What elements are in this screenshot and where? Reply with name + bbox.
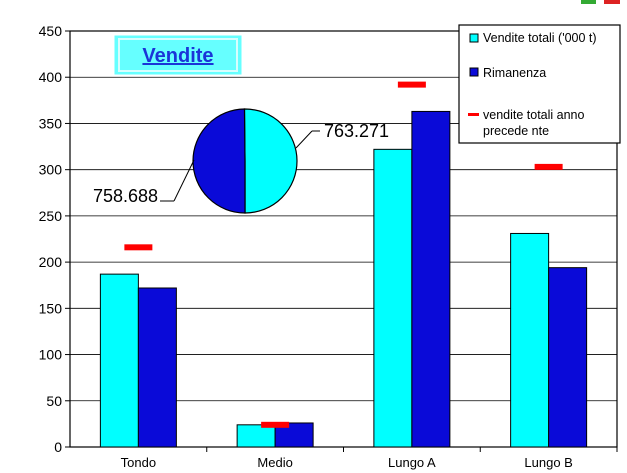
bars xyxy=(99,110,588,448)
bar-tondo-series-1 xyxy=(99,273,139,448)
marker-medio xyxy=(261,421,290,428)
pie-label-cyan: 763.271 xyxy=(324,121,389,141)
legend: Vendite totali ('000 t) Rimanenza vendit… xyxy=(458,24,621,144)
pie-slice-1 xyxy=(243,108,298,214)
pie-leader-right xyxy=(295,130,313,149)
pie-leader-left xyxy=(173,159,195,202)
y-tick-label-150: 150 xyxy=(39,300,63,316)
pie-chart xyxy=(192,108,298,214)
legend-label-prev-year-1: vendite totali anno xyxy=(483,108,585,122)
chart-title-box: Vendite xyxy=(113,34,243,76)
marker-tondo xyxy=(124,244,153,251)
corner-swatch-red xyxy=(604,0,620,4)
y-tick-label-200: 200 xyxy=(39,254,63,270)
y-tick-label-400: 400 xyxy=(39,69,63,85)
x-tick-label-tondo: Tondo xyxy=(121,455,156,470)
corner-swatch-green xyxy=(581,0,596,4)
bar-lungo-a-series-2 xyxy=(411,110,451,448)
x-tick-label-medio: Medio xyxy=(257,455,292,470)
y-tick-label-0: 0 xyxy=(54,439,62,455)
x-axis: Tondo Medio Lungo A Lungo B xyxy=(121,447,618,470)
legend-label-rimanenza: Rimanenza xyxy=(483,66,546,80)
legend-swatch-prev-year xyxy=(468,113,479,116)
bar-lungo-b-series-1 xyxy=(510,232,550,448)
x-tick-label-lungo-a: Lungo A xyxy=(388,455,436,470)
legend-box xyxy=(458,24,621,144)
marker-lungo-a xyxy=(397,81,426,88)
y-tick-label-250: 250 xyxy=(39,208,63,224)
bar-medio-series-1 xyxy=(236,424,276,448)
bar-lungo-b-series-2 xyxy=(548,267,588,448)
y-tick-label-100: 100 xyxy=(39,347,63,363)
y-tick-label-300: 300 xyxy=(39,162,63,178)
y-axis: 0 50 100 150 200 250 300 350 400 450 xyxy=(39,23,70,455)
y-tick-label-450: 450 xyxy=(39,23,63,39)
x-tick-label-lungo-b: Lungo B xyxy=(524,455,572,470)
legend-label-total: Vendite totali ('000 t) xyxy=(483,31,597,45)
y-tick-label-350: 350 xyxy=(39,115,63,131)
pie-label-blue: 758.688 xyxy=(93,186,158,206)
legend-swatch-rimanenza xyxy=(469,67,479,77)
bar-tondo-series-2 xyxy=(137,287,177,448)
y-tick-label-50: 50 xyxy=(46,393,62,409)
chart-title: Vendite xyxy=(142,45,213,67)
legend-swatch-total xyxy=(469,33,479,43)
prev-year-markers xyxy=(124,81,563,428)
legend-label-prev-year-2: precede nte xyxy=(483,124,549,138)
marker-lungo-b xyxy=(534,163,563,170)
bar-medio-series-2 xyxy=(274,422,314,448)
bar-lungo-a-series-1 xyxy=(373,148,413,448)
